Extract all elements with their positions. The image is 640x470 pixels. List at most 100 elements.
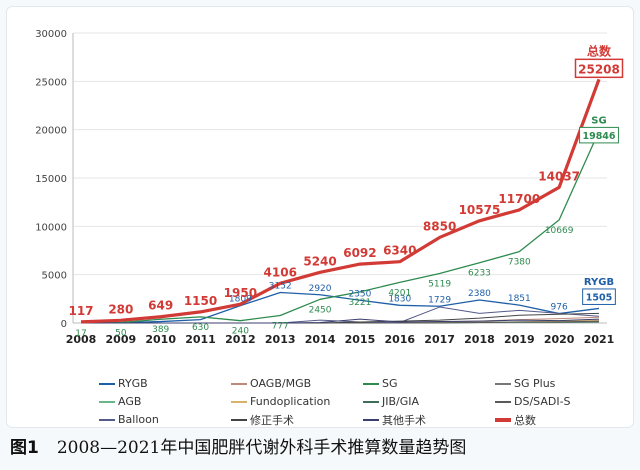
legend-item: Fundoplication — [231, 393, 363, 410]
line-chart: 0 5000 10000 15000 20000 25000 30000 2008 2009 20… — [35, 29, 624, 346]
x-tick-label: 2009 — [106, 333, 137, 346]
legend-label: Balloon — [118, 413, 159, 426]
x-tick-label: 2016 — [384, 333, 415, 346]
x-tick-label: 2013 — [265, 333, 296, 346]
data-label: 1809 — [229, 295, 252, 305]
data-label: 6340 — [383, 244, 416, 258]
end-value-label: 1505 — [586, 292, 612, 303]
legend-item: AGB — [99, 393, 231, 410]
legend-item: RYGB — [99, 375, 231, 392]
x-tick-label: 2017 — [424, 333, 455, 346]
data-label: 17 — [75, 329, 86, 339]
y-tick-label: 30000 — [35, 29, 67, 40]
legend-swatch — [231, 382, 247, 385]
x-tick-label: 2020 — [544, 333, 575, 346]
legend-item: 修正手术 — [231, 411, 363, 428]
y-tick-label: 25000 — [35, 77, 67, 88]
data-label: 10575 — [459, 203, 501, 217]
end-value-label: 25208 — [578, 62, 620, 76]
data-label: 11700 — [498, 192, 540, 206]
legend-swatch — [231, 418, 247, 421]
data-label: 4106 — [264, 265, 297, 279]
data-label: 5119 — [428, 280, 451, 290]
series-line-11 — [80, 78, 601, 324]
data-label: 6233 — [468, 269, 491, 279]
data-label: 7380 — [508, 258, 531, 268]
legend-label: 其他手术 — [382, 413, 426, 427]
legend-item: JIB/GIA — [363, 393, 495, 410]
legend-swatch — [495, 382, 511, 385]
data-label: 389 — [152, 325, 169, 335]
x-tick-label: 2014 — [305, 333, 336, 346]
data-label: 280 — [108, 302, 133, 316]
legend-swatch — [99, 382, 115, 385]
legend-label: JIB/GIA — [382, 395, 420, 408]
series-line-2 — [80, 130, 600, 324]
legend-item: DS/SADI-S — [495, 393, 627, 410]
y-tick-label: 0 — [61, 319, 67, 330]
series-end-name: SG — [591, 115, 606, 126]
data-label: 1830 — [388, 294, 411, 304]
data-label: 117 — [68, 304, 93, 318]
data-label: 2450 — [309, 305, 332, 315]
legend-item: Balloon — [99, 411, 231, 428]
legend-label: 总数 — [514, 413, 536, 427]
series-line-0 — [80, 291, 600, 324]
figure-caption-text: 2008—2021年中国肥胖代谢外科手术推算数量趋势图 — [56, 437, 467, 458]
data-label: 8850 — [423, 219, 456, 233]
legend-swatch — [363, 418, 379, 421]
legend-label: OAGB/MGB — [250, 377, 312, 390]
data-label: 630 — [192, 323, 209, 333]
data-label: 4201 — [388, 288, 411, 298]
legend-label: Fundoplication — [250, 395, 331, 408]
legend-label: DS/SADI-S — [514, 395, 571, 408]
series-end-name: RYGB — [584, 277, 614, 288]
data-label: 976 — [551, 303, 568, 313]
legend-item: 总数 — [495, 411, 627, 428]
data-label: 10669 — [545, 226, 574, 236]
chart-panel: 0 5000 10000 15000 20000 25000 30000 2008 2009 20… — [6, 6, 634, 428]
data-label: 5240 — [303, 254, 336, 268]
data-label: 3152 — [269, 282, 292, 292]
data-label: 1851 — [508, 294, 531, 304]
x-tick-label: 2010 — [145, 333, 176, 346]
data-label: 1150 — [184, 294, 217, 308]
end-value-label: 19846 — [582, 131, 615, 142]
legend-item: SG — [363, 375, 495, 392]
figure-label: 图1 — [10, 437, 39, 458]
data-label: 14037 — [538, 169, 580, 183]
x-tick-label: 2015 — [345, 333, 376, 346]
data-label: 777 — [272, 321, 289, 331]
x-tick-label: 2018 — [464, 333, 495, 346]
legend-swatch — [495, 400, 511, 403]
legend-swatch — [99, 418, 115, 421]
legend-item: 其他手术 — [363, 411, 495, 428]
legend-swatch — [363, 382, 379, 385]
legend-label: SG Plus — [514, 377, 556, 390]
legend-label: SG — [382, 377, 398, 390]
data-label: 2380 — [468, 289, 491, 299]
x-tick-label: 2011 — [185, 333, 216, 346]
figure-caption: 图1 2008—2021年中国肥胖代谢外科手术推算数量趋势图 — [10, 430, 634, 460]
legend-swatch — [363, 400, 379, 403]
x-tick-label: 2021 — [584, 333, 615, 346]
x-tick-label: 2008 — [66, 333, 97, 346]
data-label: 649 — [148, 299, 173, 313]
chart-legend: RYGB OAGB/MGB SG SG Plus AGB Fundoplication JI… — [99, 375, 629, 428]
legend-swatch — [231, 400, 247, 403]
end-value-box — [579, 126, 619, 144]
data-label: 1950 — [224, 286, 257, 300]
end-value-box — [574, 58, 624, 79]
data-label: 2920 — [309, 284, 332, 294]
data-label: 2350 — [348, 289, 371, 299]
legend-label: 修正手术 — [250, 413, 294, 427]
y-tick-label: 10000 — [35, 222, 67, 233]
y-tick-label: 15000 — [35, 174, 67, 185]
series-line-10 — [81, 318, 600, 324]
legend-item: OAGB/MGB — [231, 375, 363, 392]
x-tick-label: 2019 — [504, 333, 535, 346]
series-end-name: 总数 — [587, 43, 612, 58]
legend-label: AGB — [118, 395, 142, 408]
y-tick-label: 5000 — [42, 271, 67, 282]
data-label: 50 — [115, 329, 127, 339]
